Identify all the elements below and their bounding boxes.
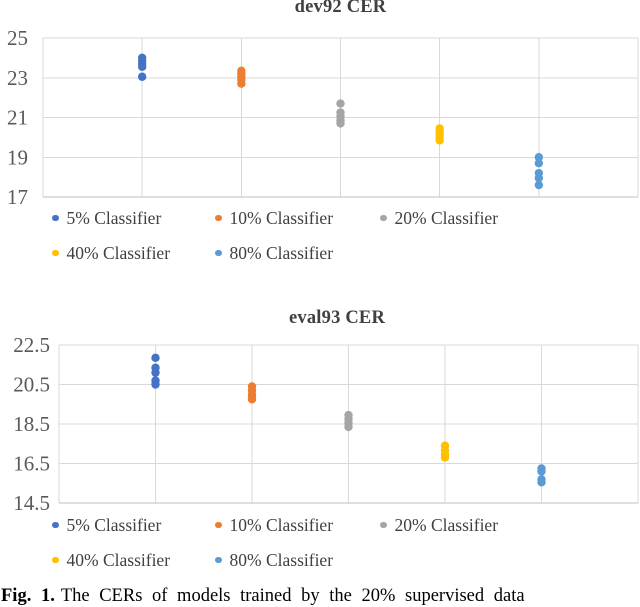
data-point: [344, 422, 353, 432]
y-tick-label: 18.5: [13, 412, 50, 436]
data-point: [237, 79, 246, 88]
series-5-classifier: [151, 353, 160, 389]
legend-item-40-classifier: 40% Classifier: [52, 242, 170, 264]
data-point: [440, 453, 450, 462]
legend-label: 40% Classifier: [66, 549, 171, 570]
eval93-chart-title: eval93 CER: [288, 308, 386, 328]
data-point: [435, 136, 444, 145]
legend-item-10-classifier: 10% Classifier: [215, 207, 333, 229]
data-point: [534, 153, 544, 162]
gridlines: [58, 344, 639, 504]
legend-marker-icon: [52, 521, 59, 529]
legend-item-5-classifier: 5% Classifier: [52, 514, 161, 536]
legend-item-5-classifier: 5% Classifier: [52, 207, 161, 229]
series-40-classifier: [435, 124, 444, 145]
legend-marker-icon: [215, 249, 222, 257]
legend-marker-icon: [52, 214, 59, 222]
legend-marker-icon: [380, 521, 387, 529]
legend-item-40-classifier: 40% Classifier: [52, 549, 170, 571]
legend-label: 80% Classifier: [229, 242, 334, 263]
series-20-classifier: [344, 410, 353, 432]
legend-marker-icon: [380, 214, 387, 222]
y-tick-label: 19: [7, 145, 28, 169]
series-20-classifier: [336, 99, 345, 128]
series-80-classifier: [537, 464, 546, 487]
series-10-classifier: [247, 382, 257, 404]
data-point: [151, 368, 160, 377]
data-point: [336, 99, 345, 108]
y-tick-label: 16.5: [13, 452, 50, 476]
data-point: [137, 72, 147, 81]
data-point: [247, 395, 257, 404]
legend-label: 40% Classifier: [66, 242, 171, 263]
y-axis-tick-labels: 25 23 21 19 17: [7, 26, 28, 209]
series-40-classifier: [440, 441, 450, 462]
legend-item-10-classifier: 10% Classifier: [215, 514, 333, 536]
y-tick-label: 17: [7, 185, 28, 209]
series-80-classifier: [534, 153, 544, 190]
data-point: [336, 119, 345, 128]
series-10-classifier: [237, 66, 246, 88]
legend-label: 20% Classifier: [394, 514, 499, 535]
legend-label: 5% Classifier: [66, 514, 162, 535]
legend-label: 80% Classifier: [229, 549, 334, 570]
y-axis-tick-labels: 22.5 20.5 18.5 16.5 14.5: [13, 333, 50, 515]
data-point: [534, 159, 544, 168]
legend-marker-icon: [215, 521, 222, 529]
legend-marker-icon: [52, 556, 59, 564]
legend-item-80-classifier: 80% Classifier: [215, 549, 333, 571]
legend-marker-icon: [215, 556, 222, 564]
legend-label: 10% Classifier: [229, 514, 334, 535]
y-tick-label: 25: [7, 26, 28, 50]
legend-marker-icon: [52, 249, 59, 257]
legend-label: 10% Classifier: [229, 207, 334, 228]
figure-caption: Fig. 1. The CERs of models trained by the…: [1, 585, 639, 607]
y-tick-label: 21: [7, 106, 28, 130]
data-point: [151, 380, 160, 389]
y-tick-label: 14.5: [13, 491, 50, 515]
data-point: [537, 467, 546, 476]
caption-text: The CERs of models trained by the 20% su…: [60, 586, 525, 606]
data-point: [534, 180, 544, 190]
data-point: [534, 173, 544, 183]
data-point: [137, 62, 147, 72]
dev92-chart-title: dev92 CER: [294, 0, 387, 17]
legend-label: 20% Classifier: [394, 207, 499, 228]
y-tick-label: 20.5: [13, 373, 50, 397]
legend-item-20-classifier: 20% Classifier: [380, 514, 498, 536]
data-point: [537, 478, 546, 487]
legend-label: 5% Classifier: [66, 207, 162, 228]
y-tick-label: 22.5: [13, 333, 50, 357]
series-5-classifier: [137, 53, 147, 81]
caption-label: Fig. 1.: [1, 586, 55, 606]
data-point: [151, 353, 160, 363]
y-tick-label: 23: [7, 66, 28, 90]
legend-item-80-classifier: 80% Classifier: [215, 242, 333, 264]
legend-item-20-classifier: 20% Classifier: [380, 207, 498, 229]
legend-marker-icon: [215, 214, 222, 222]
